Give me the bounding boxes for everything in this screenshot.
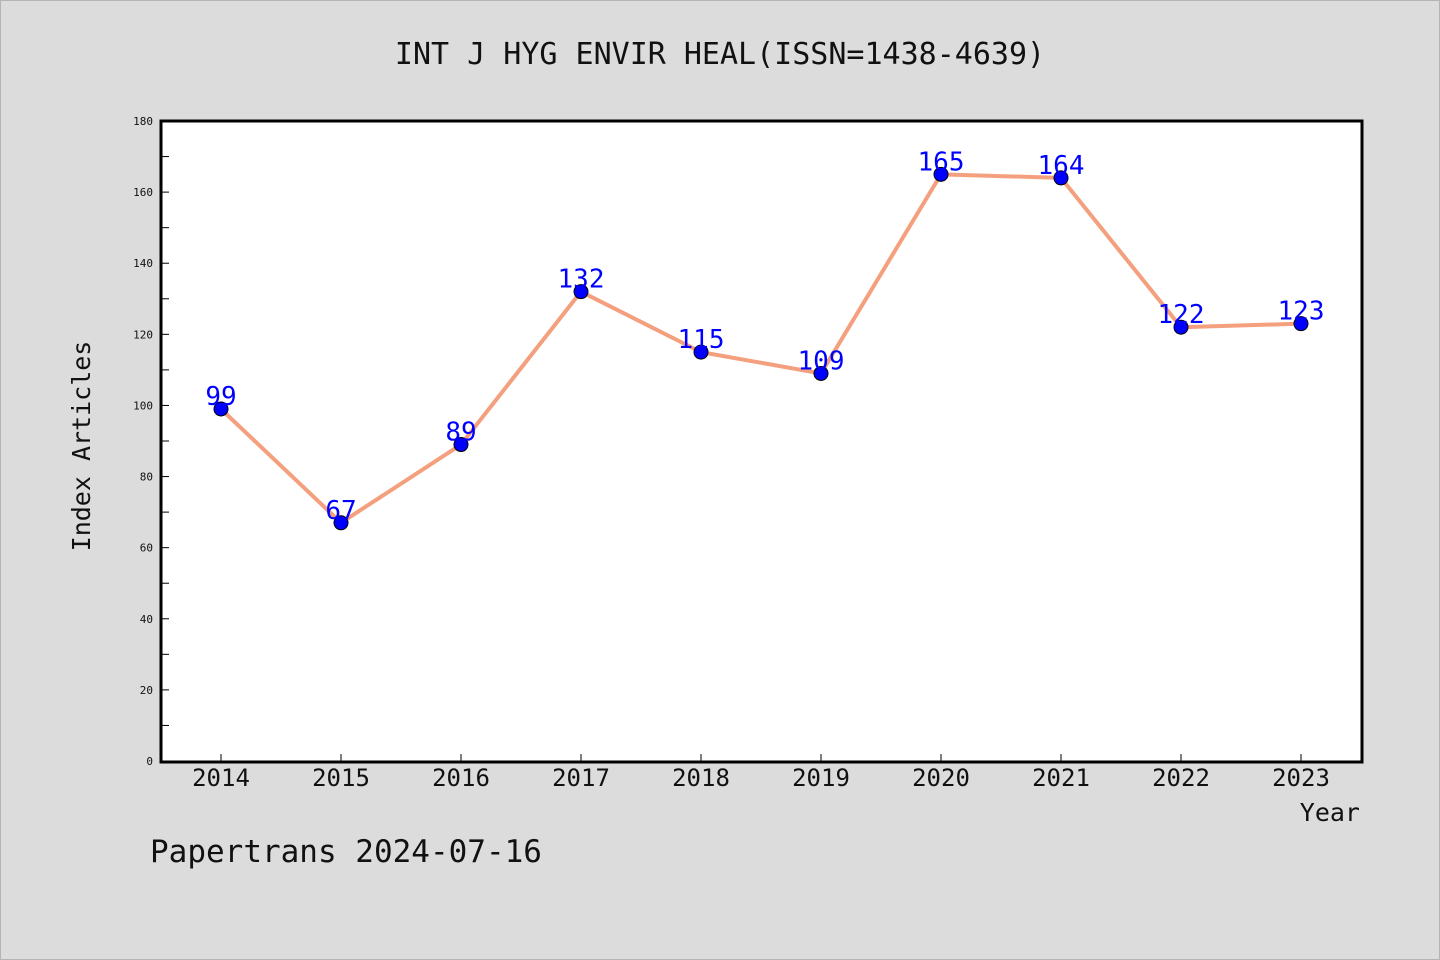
data-label: 123: [1278, 297, 1325, 327]
x-tick-label: 2018: [672, 764, 730, 792]
data-label: 115: [678, 325, 725, 355]
x-tick-label: 2019: [792, 764, 850, 792]
series-index-articles: 99 67 89 132 115 109 165 164 122 123: [205, 147, 1325, 531]
x-tick-label: 2017: [552, 764, 610, 792]
series-line: [219, 172, 1302, 525]
plot-area: [159, 119, 1364, 764]
y-tick-label: 20: [140, 684, 153, 697]
data-point: [1053, 170, 1069, 186]
data-label: 132: [558, 265, 605, 295]
y-tick-label: 160: [133, 186, 153, 199]
x-tick-label: 2016: [432, 764, 490, 792]
y-axis: 0 20 40 60 80 100 120 140 160 180: [133, 115, 169, 768]
data-point: [333, 515, 349, 531]
data-label: 109: [798, 346, 845, 376]
y-tick-label: 180: [133, 115, 153, 128]
x-tick-label: 2014: [192, 764, 250, 792]
data-label: 89: [445, 418, 476, 448]
x-tick-label: 2021: [1032, 764, 1090, 792]
x-tick-label: 2015: [312, 764, 370, 792]
data-point: [453, 437, 469, 453]
x-tick-label: 2023: [1272, 764, 1330, 792]
y-tick-label: 0: [146, 755, 153, 768]
y-tick-label: 40: [140, 613, 153, 626]
data-point: [693, 344, 709, 360]
chart-title: INT J HYG ENVIR HEAL(ISSN=1438-4639): [394, 37, 1046, 72]
data-point: [213, 401, 229, 417]
watermark: Papertrans 2024-07-16: [150, 834, 542, 870]
data-point: [813, 365, 829, 381]
data-label: 164: [1038, 151, 1085, 181]
y-axis-label: Index Articles: [67, 341, 96, 552]
data-point: [573, 284, 589, 300]
data-point: [1293, 316, 1309, 332]
data-label: 99: [205, 382, 236, 412]
x-tick-label: 2020: [912, 764, 970, 792]
data-point: [1173, 319, 1189, 335]
data-point: [933, 166, 949, 182]
x-axis: 2014 2015 2016 2017 2018 2019 2020 2021 2022 2023: [192, 754, 1330, 792]
data-label: 122: [1158, 300, 1205, 330]
data-label: 165: [918, 147, 965, 177]
y-tick-label: 140: [133, 257, 153, 270]
data-label: 67: [325, 496, 356, 526]
x-axis-label: Year: [1300, 798, 1360, 827]
y-tick-label: 120: [133, 328, 153, 341]
y-tick-label: 60: [140, 542, 153, 555]
y-tick-label: 80: [140, 471, 153, 484]
x-tick-label: 2022: [1152, 764, 1210, 792]
y-tick-label: 100: [133, 399, 153, 412]
